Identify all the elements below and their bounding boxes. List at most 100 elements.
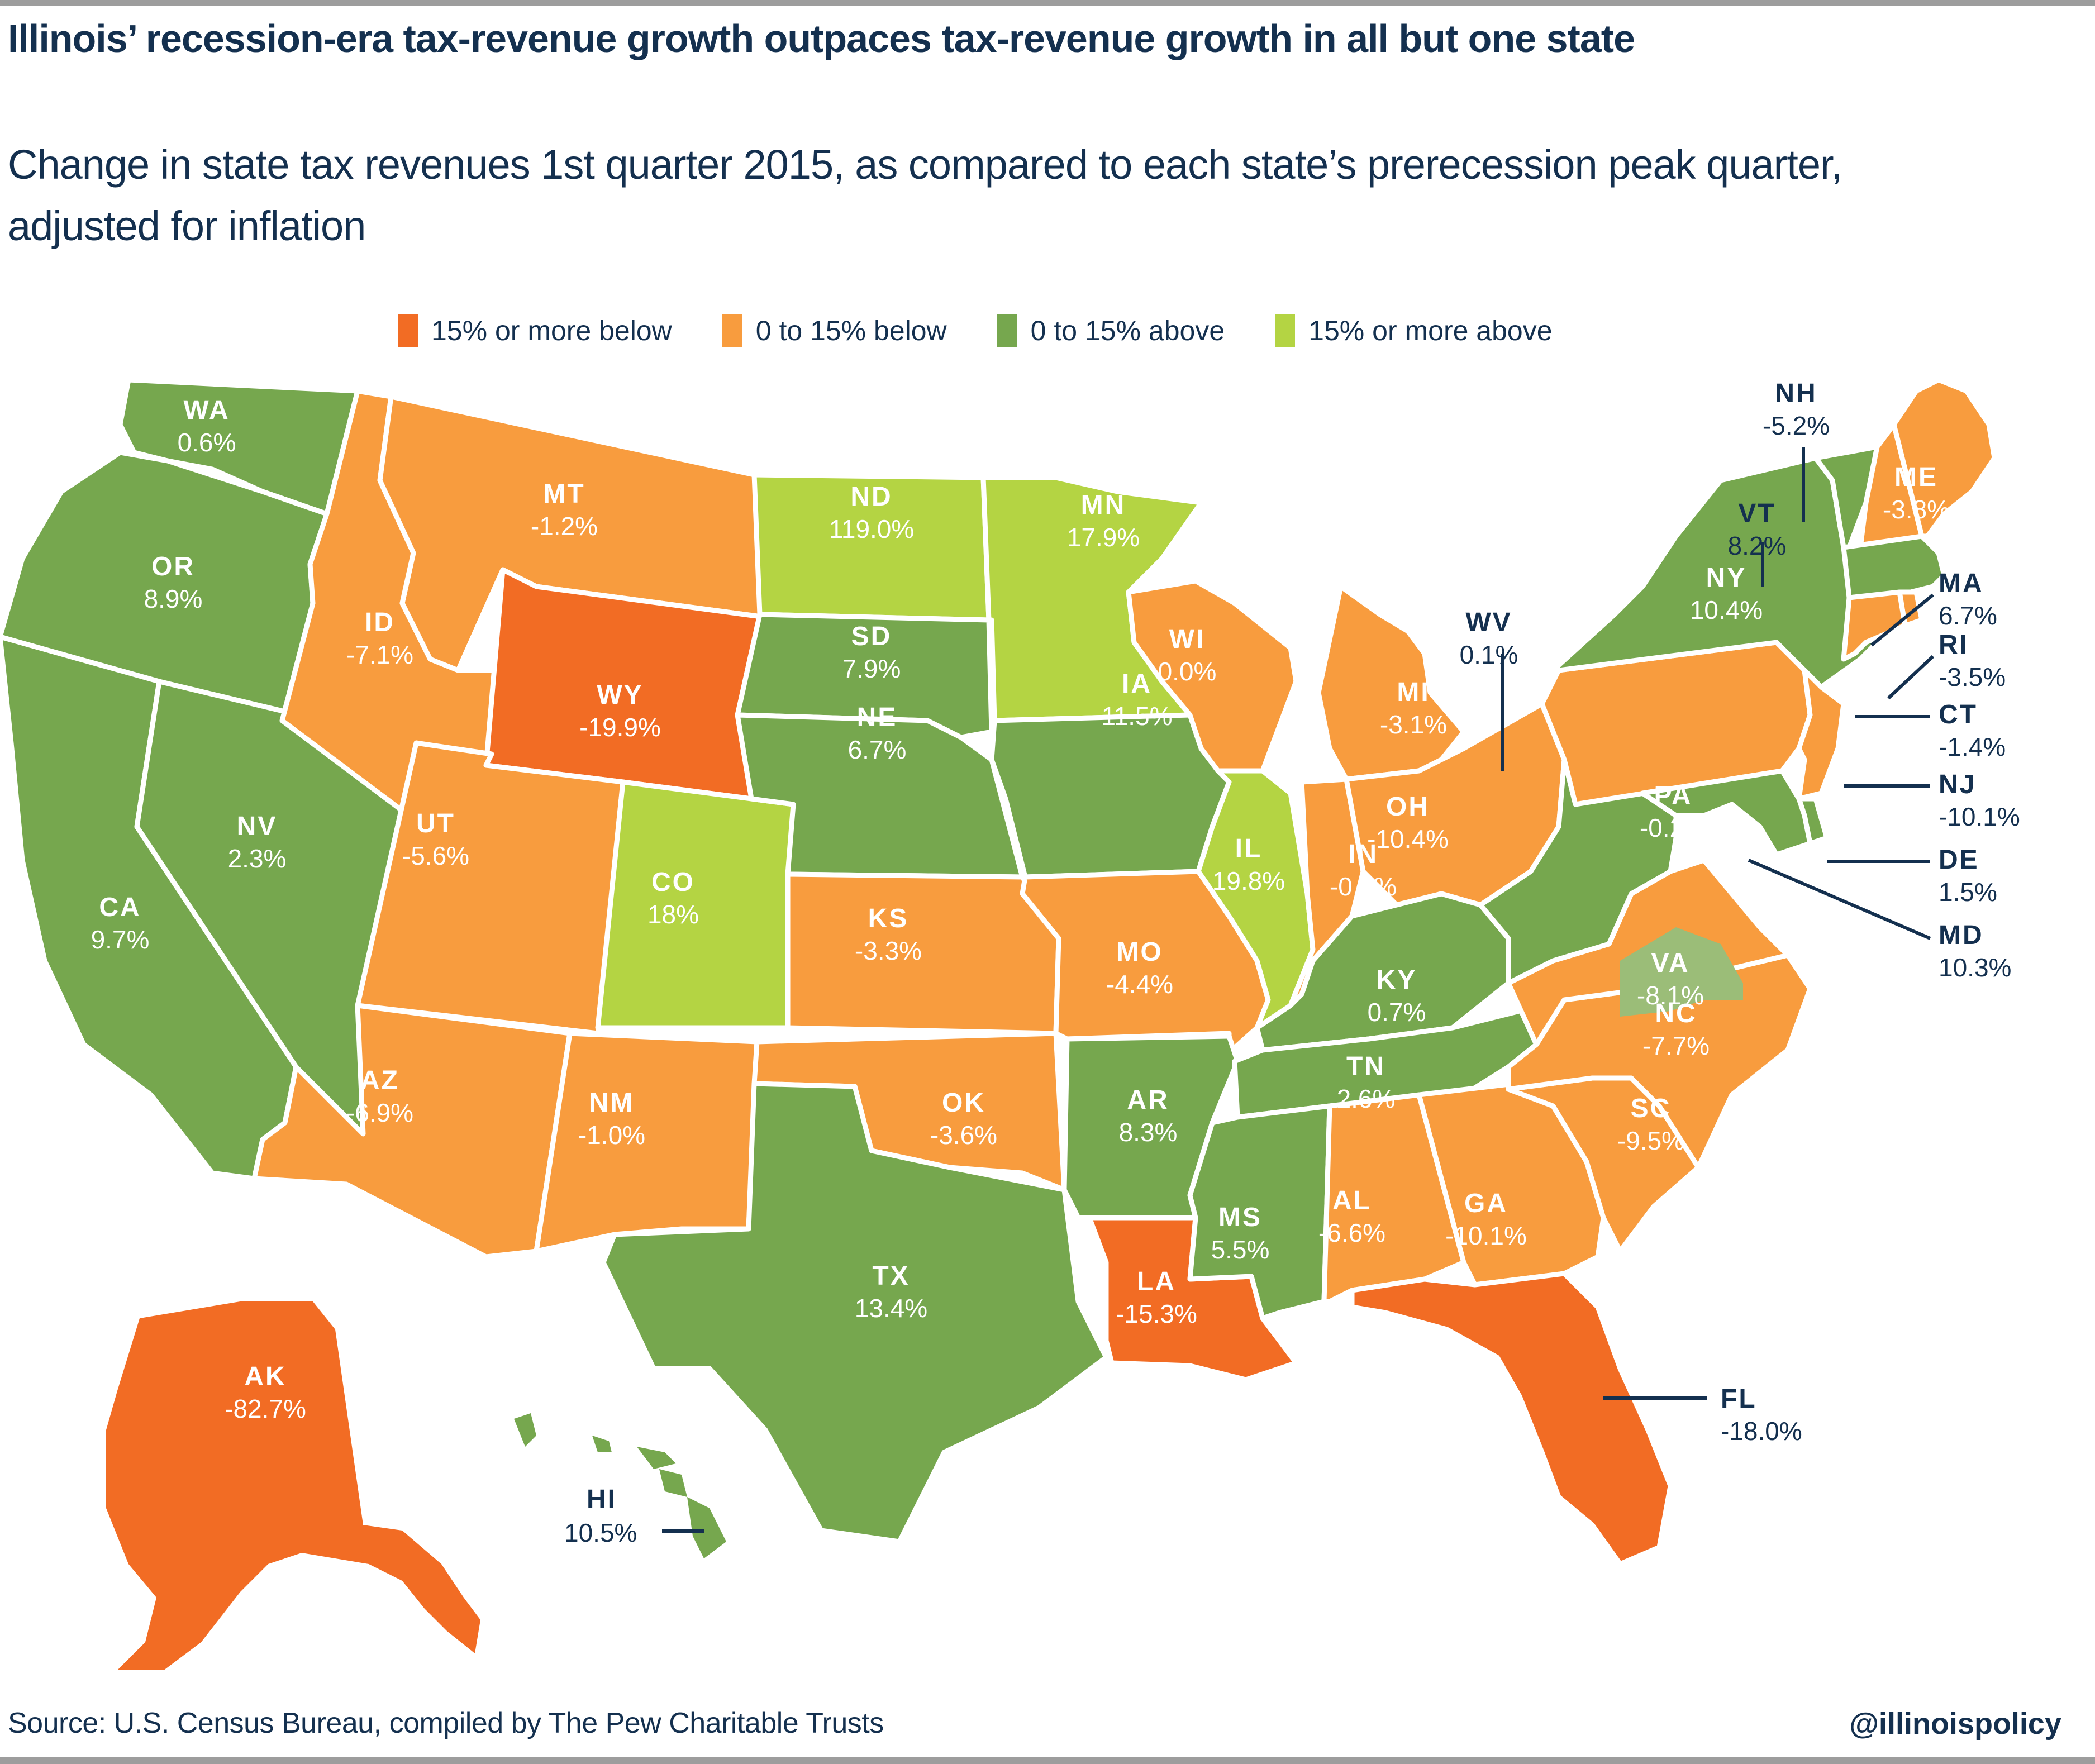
legend: 15% or more below 0 to 15% below 0 to 15… <box>398 314 1603 347</box>
state-code-label-ar: AR <box>1127 1085 1169 1115</box>
state-ms <box>1187 1103 1332 1321</box>
state-code-label-mo: MO <box>1116 937 1163 967</box>
state-value-label-nj: -10.1% <box>1939 802 2020 831</box>
state-code-label-md: MD <box>1939 921 1984 950</box>
state-value-label-mo: -4.4% <box>1106 970 1173 999</box>
state-code-label-de: DE <box>1939 845 1979 875</box>
state-value-label-ut: -5.6% <box>402 841 469 870</box>
state-code-label-ny: NY <box>1706 563 1747 593</box>
state-code-label-mt: MT <box>543 479 585 509</box>
state-value-label-wy: -19.9% <box>579 713 661 742</box>
state-value-label-ia: 11.5% <box>1101 702 1172 731</box>
state-code-label-nj: NJ <box>1939 770 1976 799</box>
state-code-label-nv: NV <box>237 812 278 841</box>
state-code-label-sd: SD <box>851 622 892 651</box>
state-value-label-tn: 2.6% <box>1337 1084 1396 1113</box>
state-value-label-ca: 9.7% <box>91 925 150 954</box>
leader-line-ma <box>1870 593 1934 647</box>
state-value-label-ms: 5.5% <box>1211 1235 1270 1264</box>
state-value-label-mn: 17.9% <box>1067 523 1140 552</box>
us-choropleth-map: WA 0.6% OR 8.9% CA 9.7% NV 2.3% ID -7.1% MT -1.2% WY… <box>0 377 2020 1670</box>
state-code-label-ms: MS <box>1218 1203 1262 1232</box>
state-code-label-mi: MI <box>1397 678 1430 707</box>
state-code-label-nc: NC <box>1655 999 1697 1028</box>
legend-label: 0 to 15% below <box>755 315 947 346</box>
state-value-label-pa: -0.2% <box>1640 813 1707 842</box>
state-value-label-in: -0.1% <box>1330 872 1397 901</box>
state-code-label-ky: KY <box>1377 965 1417 995</box>
state-value-label-ct: -1.4% <box>1939 732 2006 761</box>
state-md <box>1640 768 1813 857</box>
state-me <box>1891 377 1997 539</box>
state-code-label-ak: AK <box>244 1362 286 1391</box>
source-note: Source: U.S. Census Bureau, compiled by … <box>8 1707 884 1739</box>
state-value-label-nd: 119.0% <box>829 514 915 543</box>
state-value-label-az: -6.9% <box>346 1098 413 1127</box>
legend-swatch <box>1275 314 1296 347</box>
chart-title: Illinois’ recession-era tax-revenue grow… <box>8 17 1635 60</box>
state-code-label-tx: TX <box>872 1261 910 1291</box>
state-code-label-al: AL <box>1332 1186 1372 1215</box>
state-value-label-hi: 10.5% <box>564 1518 637 1547</box>
legend-label: 15% or more below <box>431 315 672 346</box>
top-rule <box>0 0 2095 6</box>
state-code-label-wv: WV <box>1465 608 1512 637</box>
state-value-label-ar: 8.3% <box>1119 1118 1178 1147</box>
leader-line-md <box>1748 859 1931 940</box>
state-code-label-ia: IA <box>1122 669 1152 699</box>
state-value-label-al: -6.6% <box>1318 1218 1385 1247</box>
state-value-label-nv: 2.3% <box>228 844 287 873</box>
state-code-label-tn: TN <box>1346 1052 1385 1081</box>
state-code-label-ok: OK <box>942 1088 985 1118</box>
state-value-label-id: -7.1% <box>346 640 413 669</box>
state-code-label-ma: MA <box>1939 569 1984 598</box>
social-handle: @illinoispolicy <box>1849 1707 2061 1741</box>
state-value-label-ny: 10.4% <box>1690 595 1763 624</box>
state-code-label-co: CO <box>651 867 695 897</box>
state-ak <box>106 1301 480 1670</box>
state-ks <box>785 871 1061 1036</box>
state-code-label-wi: WI <box>1169 624 1206 654</box>
state-code-label-ut: UT <box>416 809 455 838</box>
state-value-label-ak: -82.7% <box>225 1394 306 1423</box>
state-hi <box>687 1497 726 1558</box>
state-hi <box>592 1436 612 1452</box>
state-value-label-or: 8.9% <box>144 584 203 613</box>
state-value-label-il: 19.8% <box>1212 866 1285 895</box>
state-nj <box>1796 668 1846 802</box>
state-value-label-ma: 6.7% <box>1939 601 1997 630</box>
state-code-label-oh: OH <box>1386 792 1430 822</box>
bottom-rule <box>0 1757 2095 1764</box>
state-value-label-tx: 13.4% <box>855 1294 927 1323</box>
state-code-label-va: VA <box>1651 948 1689 978</box>
state-code-label-il: IL <box>1235 834 1263 864</box>
state-code-label-in: IN <box>1348 840 1378 869</box>
state-code-label-vt: VT <box>1738 499 1775 528</box>
leader-line-ri <box>1887 655 1935 700</box>
state-value-label-me: -3.8% <box>1883 495 1950 524</box>
state-code-label-ct: CT <box>1939 700 1978 730</box>
state-code-label-nm: NM <box>589 1088 635 1118</box>
state-value-label-sc: -9.5% <box>1617 1126 1684 1155</box>
state-ct <box>1841 589 1908 662</box>
state-value-label-ky: 0.7% <box>1368 998 1426 1027</box>
state-code-label-pa: PA <box>1654 781 1692 811</box>
state-code-label-ks: KS <box>868 904 909 933</box>
state-value-label-nm: -1.0% <box>578 1121 645 1150</box>
state-hi <box>659 1469 687 1497</box>
state-va-highlight <box>1620 927 1743 1017</box>
state-value-label-ga: -10.1% <box>1445 1221 1527 1250</box>
state-value-label-oh: -10.4% <box>1367 824 1449 854</box>
state-fl <box>1349 1271 1673 1567</box>
state-value-label-ri: -3.5% <box>1939 662 2006 692</box>
state-hi <box>514 1413 536 1447</box>
legend-swatch <box>997 314 1017 347</box>
state-code-label-la: LA <box>1137 1267 1176 1296</box>
state-code-label-nh: NH <box>1775 379 1817 408</box>
state-value-label-co: 18% <box>647 900 699 929</box>
state-value-label-mi: -3.1% <box>1380 710 1447 739</box>
state-code-label-mn: MN <box>1081 490 1126 520</box>
state-code-label-az: AZ <box>360 1066 399 1095</box>
state-value-label-nc: -7.7% <box>1642 1031 1710 1060</box>
state-ia <box>989 712 1232 880</box>
